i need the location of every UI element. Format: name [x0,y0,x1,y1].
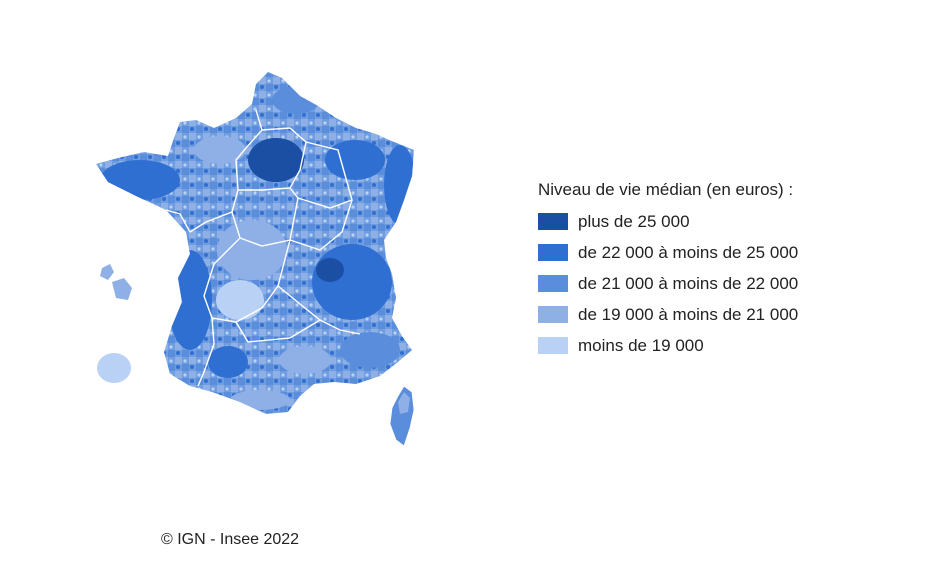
region-border [197,317,215,387]
region-border [238,127,307,191]
area-lyon [316,258,344,282]
legend-item-21000-22000: de 21 000 à moins de 22 000 [538,268,868,299]
area-centre [217,220,287,280]
legend-item-19000-21000: de 19 000 à moins de 21 000 [538,299,868,330]
area-north [272,86,320,114]
legend-label: moins de 19 000 [578,335,704,355]
legend-item-under-19000: moins de 19 000 [538,330,868,361]
legend-title: Niveau de vie médian (en euros) : [538,180,794,199]
region-border [203,237,291,323]
legend-label: de 19 000 à moins de 21 000 [578,304,799,324]
legend-item-22000-25000: de 22 000 à moins de 25 000 [538,237,868,268]
area-limousin [216,280,264,320]
copyright-credit: © IGN - Insee 2022 [161,531,300,548]
area-normandy [194,136,246,164]
region-border [165,209,191,233]
guadeloupe-island [112,278,132,300]
map-legend: Niveau de vie médian (en euros) : plus d… [538,178,868,361]
area-toulouse [208,346,248,378]
legend-label: de 22 000 à moins de 25 000 [578,242,799,262]
region-borders [165,109,361,387]
legend-swatch [538,306,568,323]
corsica [389,385,415,447]
area-rhone-alpes [312,244,392,320]
legend-swatch [538,275,568,292]
region-border [289,199,353,251]
area-provence [340,332,400,368]
region-border [289,141,353,209]
mainland-france [96,72,414,414]
legend-label: plus de 25 000 [578,211,690,231]
region-border [231,197,299,247]
area-alsace [384,145,414,225]
guadeloupe-island [100,264,114,280]
area-lorraine [325,140,385,180]
area-south [279,346,331,374]
region-border [235,319,321,343]
legend-swatch [538,213,568,230]
legend-item-over-25000: plus de 25 000 [538,206,868,237]
area-pyrenees [230,390,290,410]
corsica-north-detail [398,392,410,414]
reunion [97,353,131,383]
area-brittany [100,160,180,200]
region-border [189,109,263,233]
legend-swatch [538,337,568,354]
area-paris-region [248,138,304,182]
guadeloupe [100,264,132,300]
legend-swatch [538,244,568,261]
legend-label: de 21 000 à moins de 22 000 [578,273,799,293]
